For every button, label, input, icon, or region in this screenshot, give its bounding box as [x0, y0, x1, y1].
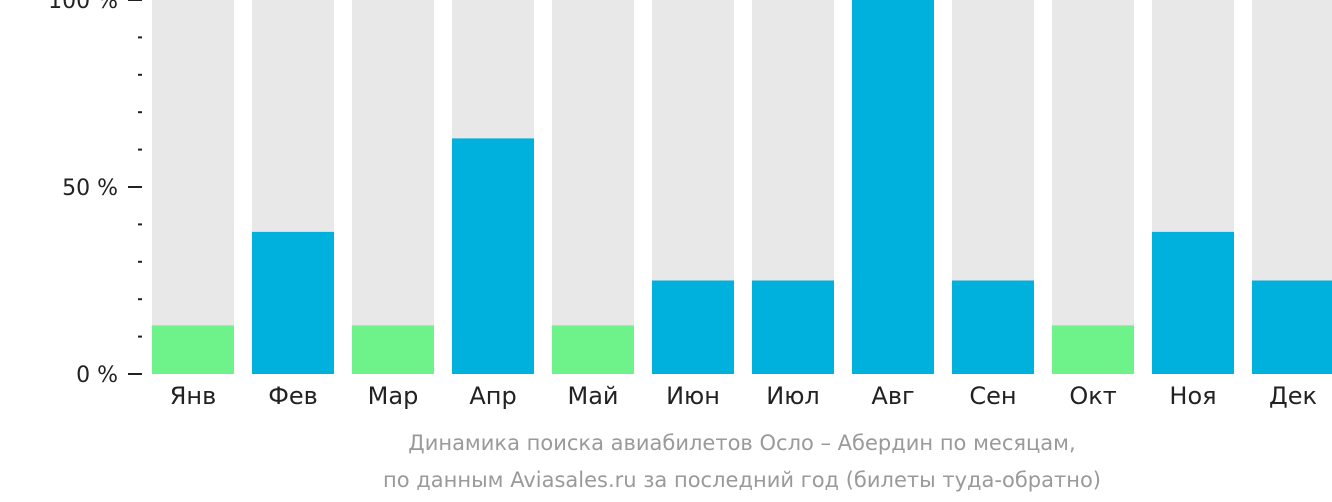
bar-month-11	[1152, 231, 1234, 374]
x-tick-label-month-11: Ноя	[1169, 382, 1216, 410]
bar-background-month-5	[552, 0, 634, 374]
y-axis: 100 % 50 % 0 %	[48, 0, 142, 388]
bar-month-6	[652, 280, 734, 374]
bar-month-1	[152, 325, 234, 374]
y-tick-label: 100 %	[48, 0, 118, 14]
bar-month-5	[552, 325, 634, 374]
x-tick-label-month-7: Июл	[766, 382, 820, 410]
x-tick-label-month-2: Фев	[268, 382, 318, 410]
x-tick-label-month-8: Авг	[871, 382, 914, 410]
caption-line-2: по данным Aviasales.ru за последний год …	[383, 468, 1101, 492]
x-tick-label-month-3: Мар	[368, 382, 419, 410]
y-tick-label: 0 %	[76, 363, 118, 388]
x-tick-label-month-6: Июн	[666, 382, 720, 410]
caption-line-1: Динамика поиска авиабилетов Осло – Аберд…	[408, 431, 1075, 455]
bar-month-4	[452, 138, 534, 374]
bar-month-2	[252, 231, 334, 374]
value-bars	[152, 0, 1332, 374]
x-tick-label-month-12: Дек	[1269, 382, 1317, 410]
bar-month-8	[852, 0, 934, 374]
bar-month-12	[1252, 280, 1332, 374]
x-axis-labels: Янв Фев Мар Апр Май Июн Июл Авг Сен Окт Ноя Дек	[170, 382, 1317, 410]
bar-background-month-1	[152, 0, 234, 374]
bar-month-9	[952, 280, 1034, 374]
bar-background-month-3	[352, 0, 434, 374]
bar-background-month-10	[1052, 0, 1134, 374]
x-tick-label-month-1: Янв	[170, 382, 217, 410]
x-tick-label-month-5: Май	[567, 382, 618, 410]
bar-month-3	[352, 325, 434, 374]
x-tick-label-month-4: Апр	[469, 382, 516, 410]
y-tick-label: 50 %	[62, 176, 118, 201]
x-tick-label-month-10: Окт	[1069, 382, 1116, 410]
bar-month-7	[752, 280, 834, 374]
bar-month-10	[1052, 325, 1134, 374]
x-tick-label-month-9: Сен	[969, 382, 1016, 410]
